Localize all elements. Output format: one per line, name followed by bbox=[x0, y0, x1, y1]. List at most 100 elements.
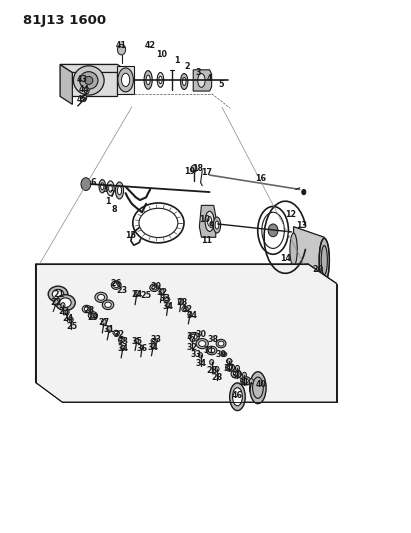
Text: 32: 32 bbox=[187, 343, 198, 352]
Ellipse shape bbox=[230, 383, 245, 410]
Text: 81J13 1600: 81J13 1600 bbox=[23, 14, 106, 27]
Text: 42: 42 bbox=[145, 42, 156, 51]
Circle shape bbox=[53, 300, 58, 306]
Text: 34: 34 bbox=[117, 344, 128, 353]
Text: 4: 4 bbox=[207, 74, 212, 83]
Text: 44: 44 bbox=[79, 85, 89, 94]
Text: 21: 21 bbox=[53, 289, 65, 298]
Ellipse shape bbox=[241, 376, 251, 385]
Ellipse shape bbox=[105, 302, 111, 308]
Ellipse shape bbox=[55, 295, 75, 311]
Circle shape bbox=[190, 337, 194, 342]
Polygon shape bbox=[193, 70, 212, 91]
Text: 3: 3 bbox=[102, 185, 108, 195]
Circle shape bbox=[268, 224, 278, 237]
Text: 9: 9 bbox=[209, 221, 215, 230]
Polygon shape bbox=[35, 264, 337, 402]
Ellipse shape bbox=[208, 348, 215, 353]
Circle shape bbox=[118, 44, 126, 55]
Ellipse shape bbox=[213, 217, 221, 233]
Text: 28: 28 bbox=[83, 305, 95, 314]
Ellipse shape bbox=[208, 216, 212, 226]
Ellipse shape bbox=[319, 238, 329, 282]
Ellipse shape bbox=[118, 337, 125, 343]
Text: 33: 33 bbox=[191, 350, 202, 359]
Ellipse shape bbox=[157, 72, 164, 87]
Text: 15: 15 bbox=[125, 231, 136, 240]
Ellipse shape bbox=[218, 341, 224, 346]
Circle shape bbox=[191, 165, 197, 172]
Text: 34: 34 bbox=[187, 311, 198, 320]
Ellipse shape bbox=[48, 286, 68, 302]
Circle shape bbox=[188, 312, 192, 317]
Text: 32: 32 bbox=[113, 330, 124, 339]
Ellipse shape bbox=[152, 286, 157, 290]
Text: 2: 2 bbox=[184, 62, 190, 71]
Circle shape bbox=[210, 360, 214, 365]
Text: 13: 13 bbox=[296, 221, 307, 230]
Text: 6: 6 bbox=[90, 178, 96, 187]
Text: 32: 32 bbox=[157, 287, 168, 296]
Ellipse shape bbox=[120, 338, 123, 342]
Ellipse shape bbox=[206, 346, 217, 355]
Ellipse shape bbox=[107, 181, 114, 196]
Text: 45: 45 bbox=[76, 94, 87, 103]
Text: 11: 11 bbox=[201, 237, 212, 246]
Ellipse shape bbox=[199, 341, 206, 346]
Text: 31: 31 bbox=[104, 325, 115, 334]
Ellipse shape bbox=[90, 313, 95, 318]
Ellipse shape bbox=[152, 340, 156, 343]
Polygon shape bbox=[60, 64, 130, 72]
Circle shape bbox=[69, 317, 73, 322]
Ellipse shape bbox=[226, 364, 235, 371]
Text: 30: 30 bbox=[195, 330, 206, 339]
Ellipse shape bbox=[226, 359, 232, 364]
Text: 28: 28 bbox=[176, 298, 187, 307]
Circle shape bbox=[151, 344, 155, 349]
Text: 30: 30 bbox=[150, 282, 161, 291]
Text: 18: 18 bbox=[193, 164, 204, 173]
Ellipse shape bbox=[146, 75, 150, 85]
Text: 14: 14 bbox=[280, 254, 291, 263]
Text: 10: 10 bbox=[199, 215, 210, 224]
Circle shape bbox=[178, 298, 183, 305]
Ellipse shape bbox=[243, 378, 248, 383]
Circle shape bbox=[121, 345, 125, 351]
Circle shape bbox=[236, 366, 240, 370]
Text: 5: 5 bbox=[218, 80, 224, 89]
Text: 20: 20 bbox=[313, 265, 324, 273]
Text: 40: 40 bbox=[255, 380, 266, 389]
Ellipse shape bbox=[85, 76, 93, 84]
Text: 41: 41 bbox=[116, 42, 127, 51]
Ellipse shape bbox=[228, 366, 233, 369]
Circle shape bbox=[302, 189, 306, 195]
Circle shape bbox=[84, 87, 89, 94]
Ellipse shape bbox=[233, 372, 239, 376]
Ellipse shape bbox=[163, 297, 170, 302]
Text: 43: 43 bbox=[76, 75, 87, 84]
Ellipse shape bbox=[253, 377, 263, 398]
Ellipse shape bbox=[97, 294, 104, 300]
Text: 28: 28 bbox=[206, 366, 217, 375]
Text: 36: 36 bbox=[136, 344, 148, 353]
Text: 24: 24 bbox=[63, 314, 74, 323]
Text: 22: 22 bbox=[51, 298, 62, 307]
Ellipse shape bbox=[216, 340, 226, 348]
Ellipse shape bbox=[99, 180, 106, 193]
Ellipse shape bbox=[228, 360, 231, 362]
Text: 37: 37 bbox=[224, 364, 235, 373]
Circle shape bbox=[102, 319, 106, 326]
Ellipse shape bbox=[222, 353, 226, 356]
Circle shape bbox=[107, 326, 112, 333]
Ellipse shape bbox=[95, 292, 107, 302]
Text: 34: 34 bbox=[162, 302, 173, 311]
Text: 17: 17 bbox=[201, 168, 212, 177]
Circle shape bbox=[83, 95, 87, 100]
Ellipse shape bbox=[159, 76, 162, 84]
Circle shape bbox=[81, 177, 91, 190]
Ellipse shape bbox=[151, 338, 157, 344]
Circle shape bbox=[135, 338, 139, 344]
Ellipse shape bbox=[233, 387, 242, 406]
Ellipse shape bbox=[115, 182, 124, 199]
Ellipse shape bbox=[231, 369, 241, 378]
